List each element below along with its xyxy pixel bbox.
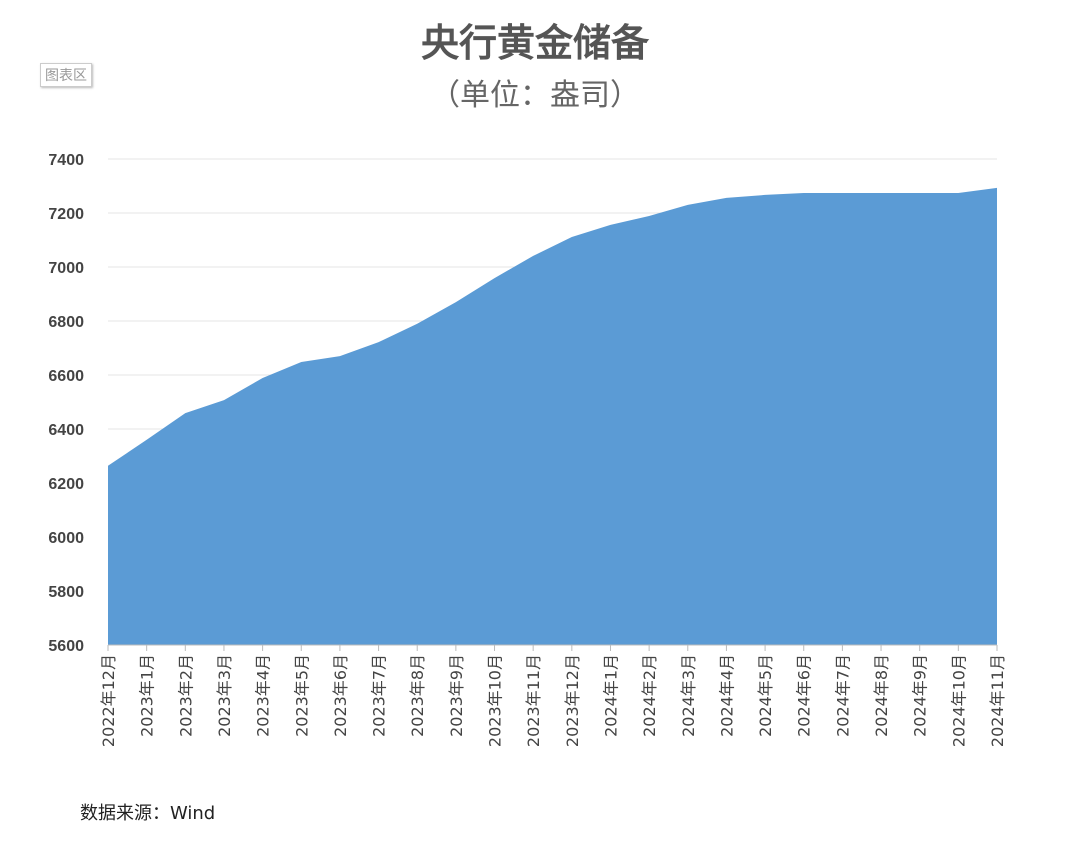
y-tick-label: 7200 [48, 206, 84, 223]
x-tick-label: 2024年4月 [717, 654, 736, 737]
x-tick-label: 2024年11月 [988, 654, 1007, 747]
y-tick-label: 7400 [48, 152, 84, 169]
x-tick-label: 2023年4月 [254, 654, 273, 737]
x-tick-label: 2024年1月 [601, 654, 620, 737]
y-tick-label: 7000 [48, 260, 84, 277]
x-tick-label: 2024年5月 [756, 654, 775, 737]
x-tick-label: 2023年6月 [331, 654, 350, 737]
x-tick-label: 2023年3月 [215, 654, 234, 737]
chart-area-tooltip: 图表区 [40, 63, 92, 87]
x-tick-label: 2023年9月 [447, 654, 466, 737]
x-tick-label: 2023年2月 [176, 654, 195, 737]
y-tick-label: 6600 [48, 368, 84, 385]
x-tick-label: 2024年8月 [872, 654, 891, 737]
area-series [108, 187, 997, 645]
x-tick-label: 2023年1月 [138, 654, 157, 737]
x-tick-label: 2023年8月 [408, 654, 427, 737]
x-tick-label: 2024年10月 [949, 654, 968, 747]
y-tick-label: 6800 [48, 314, 84, 331]
x-tick-label: 2023年10月 [486, 654, 505, 747]
y-tick-label: 6400 [48, 422, 84, 439]
x-tick-label: 2022年12月 [99, 654, 118, 747]
x-tick-label: 2023年11月 [524, 654, 543, 747]
chart-subtitle: （单位：盎司） [430, 78, 640, 113]
data-source: 数据来源：Wind [80, 803, 216, 824]
x-tick-label: 2024年7月 [833, 654, 852, 737]
x-tick-label: 2024年2月 [640, 654, 659, 737]
x-tick-label: 2023年12月 [563, 654, 582, 747]
x-tick-label: 2023年7月 [370, 654, 389, 737]
chart-title: 央行黄金储备 [420, 21, 649, 65]
x-tick-label: 2023年5月 [292, 654, 311, 737]
y-tick-label: 6000 [48, 530, 84, 547]
x-tick-label: 2024年6月 [795, 654, 814, 737]
y-tick-label: 6200 [48, 476, 84, 493]
x-tick-label: 2024年3月 [679, 654, 698, 737]
x-tick-label: 2024年9月 [911, 654, 930, 737]
y-tick-label: 5800 [48, 584, 84, 601]
y-tick-label: 5600 [48, 638, 84, 655]
